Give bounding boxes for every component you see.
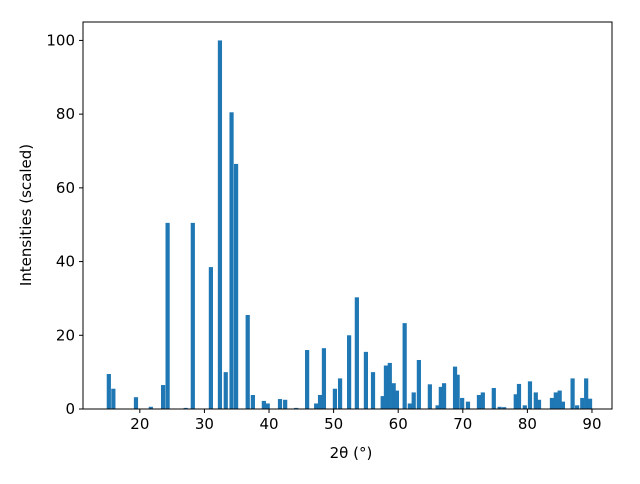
x-tick-label: 40	[259, 415, 278, 433]
bar	[370, 372, 376, 409]
bar	[148, 406, 153, 409]
bar	[305, 350, 310, 409]
bar	[438, 386, 443, 409]
bar	[441, 383, 447, 409]
bar	[549, 397, 555, 409]
bar	[391, 383, 396, 409]
y-tick-label: 60	[56, 179, 75, 197]
bar	[536, 399, 542, 409]
x-tick-label: 20	[130, 415, 149, 433]
y-tick-label: 40	[56, 253, 75, 271]
bar	[283, 399, 288, 409]
x-tick-label: 50	[324, 415, 343, 433]
bar	[321, 348, 327, 409]
bar	[190, 222, 195, 409]
x-tick-label: 60	[389, 415, 408, 433]
bar	[380, 396, 385, 409]
bar	[111, 388, 116, 409]
x-axis-label: 2θ (°)	[330, 444, 373, 462]
bar	[354, 297, 359, 409]
bar	[435, 405, 440, 409]
bar	[229, 112, 234, 410]
bar	[261, 400, 266, 409]
bar	[533, 392, 538, 409]
bar	[347, 335, 352, 409]
bar	[502, 407, 507, 409]
bar	[265, 403, 270, 409]
bar	[476, 394, 482, 409]
bar	[452, 366, 458, 409]
bar	[183, 407, 188, 409]
bar	[480, 392, 485, 409]
bar	[250, 394, 255, 409]
bar	[575, 405, 580, 409]
bar	[394, 390, 400, 409]
bar	[363, 351, 369, 409]
y-axis-label: Intensities (scaled)	[17, 144, 35, 286]
bar	[580, 397, 585, 409]
x-tick-label: 30	[195, 415, 214, 433]
bar	[557, 390, 562, 409]
bar	[223, 372, 228, 409]
bar	[294, 407, 299, 409]
bar	[383, 365, 389, 409]
x-tick-label: 90	[582, 415, 601, 433]
bar	[332, 388, 338, 409]
bar	[416, 359, 421, 409]
bar	[465, 401, 471, 409]
bar	[513, 394, 518, 409]
x-tick-label: 70	[453, 415, 472, 433]
bar	[570, 378, 575, 409]
bar	[584, 378, 589, 409]
bar	[407, 403, 412, 409]
bar	[314, 403, 319, 409]
bar	[106, 373, 111, 409]
y-tick-label: 80	[56, 105, 75, 123]
bar	[317, 394, 323, 409]
bar	[516, 383, 522, 409]
bar	[427, 384, 432, 409]
bar	[217, 40, 223, 410]
y-tick-label: 100	[46, 31, 75, 49]
bar	[460, 397, 465, 409]
bar	[165, 222, 170, 409]
bar	[527, 381, 533, 409]
bar	[233, 163, 239, 409]
bar	[160, 385, 166, 409]
bar	[455, 374, 460, 409]
bar	[208, 267, 213, 409]
x-tick-label: 80	[518, 415, 537, 433]
bar	[402, 323, 407, 409]
bar	[587, 398, 593, 409]
bar	[411, 392, 416, 409]
plot-frame	[82, 21, 613, 410]
bar	[522, 405, 527, 409]
bar	[387, 362, 392, 409]
bar	[245, 315, 250, 409]
y-tick-label: 0	[65, 400, 75, 418]
bar	[491, 387, 496, 409]
bar	[133, 397, 139, 409]
bar	[337, 378, 343, 409]
bar	[277, 399, 283, 409]
bar	[553, 392, 558, 409]
bar	[497, 406, 502, 409]
bar	[560, 401, 566, 409]
y-tick-label: 20	[56, 326, 75, 344]
